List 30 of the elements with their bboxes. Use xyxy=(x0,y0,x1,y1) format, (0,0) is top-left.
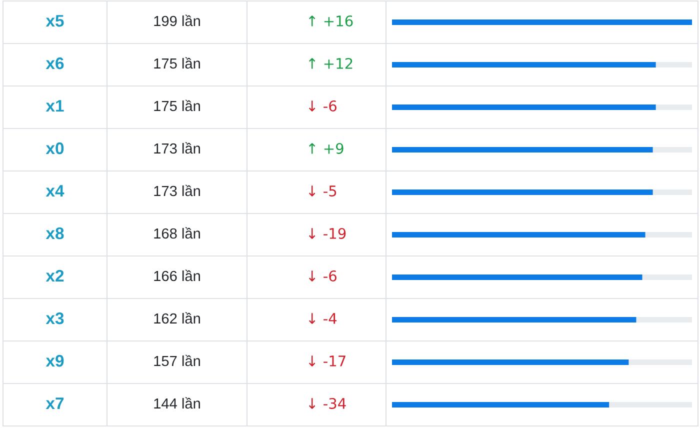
text: ↓ -17 xyxy=(308,356,346,366)
y-tick-label: x2 xyxy=(46,270,64,282)
data-label: 173 lần xyxy=(154,184,200,196)
text: ↓ -19 xyxy=(308,228,346,239)
text: ↓ -6 xyxy=(308,270,336,282)
y-tick-label: x3 xyxy=(46,312,64,324)
y-tick-label: x5 xyxy=(46,15,64,27)
text: ↓ -34 xyxy=(308,398,346,409)
data-label: 162 lần xyxy=(154,312,200,324)
y-tick-label: x6 xyxy=(46,57,64,70)
data-label: 175 lần xyxy=(154,100,200,112)
y-tick-label: x0 xyxy=(46,142,64,154)
y-tick-label: x4 xyxy=(46,185,64,197)
text: ↑ +16 xyxy=(308,15,353,26)
text: ↓ -4 xyxy=(308,313,337,324)
data-label: 175 lần xyxy=(154,57,200,69)
data-label: 166 lần xyxy=(154,270,200,282)
data-label: 199 lần xyxy=(154,14,200,26)
data-label: 157 lần xyxy=(154,354,200,366)
text: ↓ -6 xyxy=(308,100,336,112)
y-tick-label: x9 xyxy=(46,354,64,367)
y-tick-label: x8 xyxy=(46,227,64,240)
data-label: 168 lần xyxy=(154,227,200,239)
y-tick-label: x7 xyxy=(46,398,64,410)
text: ↑ +12 xyxy=(308,58,352,69)
y-tick-label: x1 xyxy=(46,100,64,112)
text: ↓ -5 xyxy=(308,186,336,196)
data-label: 173 lần xyxy=(154,142,200,154)
text: ↑ +9 xyxy=(308,142,344,154)
data-label: 144 lần xyxy=(154,397,200,409)
